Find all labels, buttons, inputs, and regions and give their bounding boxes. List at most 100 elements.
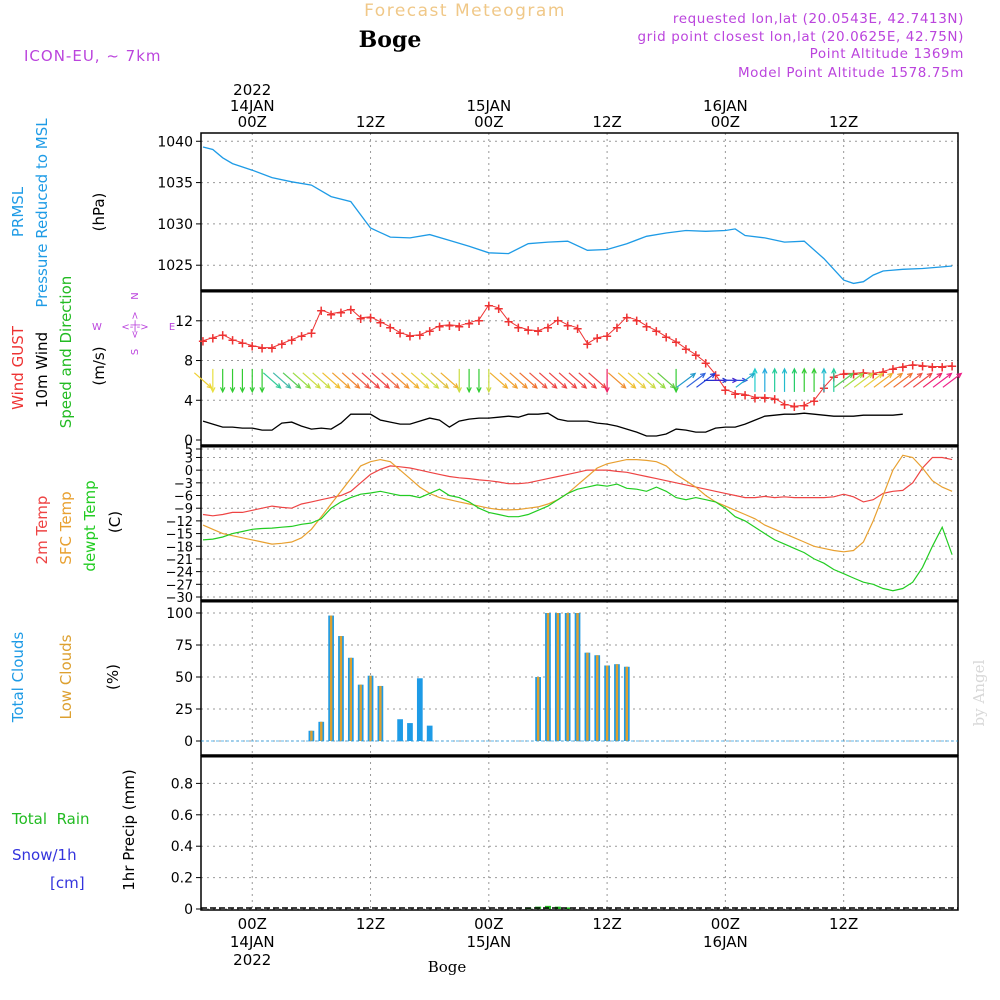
temp-tick-label: −21 (166, 553, 193, 568)
gust-line (202, 304, 953, 407)
wind-arrow (686, 373, 706, 388)
gust-marker: + (868, 367, 879, 382)
gust-marker: + (937, 360, 948, 375)
top-time-label: 12Z (356, 113, 385, 131)
wind-arrow (391, 372, 410, 389)
gust-marker: + (503, 315, 514, 330)
pressure-tick-label: 1025 (157, 258, 193, 274)
bottom-time-label: 12Z (829, 915, 858, 933)
top-time-label: 00Z (474, 113, 503, 131)
wind-arrow-head (315, 383, 322, 389)
wind-arrow-head (561, 383, 568, 389)
gust-marker: + (375, 316, 386, 331)
bottom-time-label: 00Z (474, 915, 503, 933)
gust-marker: + (444, 319, 455, 334)
gust-marker: + (661, 331, 672, 346)
precip-tick-label: 0.2 (171, 871, 193, 887)
wind-arrow (883, 373, 903, 388)
wind-arrow-head (591, 383, 598, 389)
pressure-label-prmsl: PRMSL (9, 186, 27, 237)
wind-arrow (312, 372, 331, 389)
wind-arrow (430, 372, 449, 389)
gust-marker: + (848, 367, 859, 382)
wind-arrow-head (384, 383, 391, 389)
wind-arrow (381, 372, 400, 389)
bottom-time-label: 16JAN (703, 933, 748, 951)
low-cloud-bar (596, 655, 599, 741)
temp-tick-label: 3 (185, 451, 193, 466)
total-cloud-bar (397, 719, 403, 741)
watermark: by Angel (970, 659, 988, 726)
wind-tick-label: 0 (184, 433, 193, 449)
wind-arrow (371, 372, 390, 389)
wind-arrow-head (413, 383, 420, 389)
top-time-label: 15JAN (466, 97, 511, 115)
wind-arrow-head (762, 367, 768, 374)
low-cloud-bar (320, 721, 323, 741)
low-cloud-bar (566, 613, 569, 741)
precip-panel: 0 0.2 0.4 0.6 0.8 (171, 754, 959, 918)
gust-marker: + (838, 367, 849, 382)
clouds-panel: 0 25 50 75 100 (166, 599, 959, 756)
gust-marker: + (927, 360, 938, 375)
wind-arrow (893, 373, 913, 388)
wind-arrow (519, 372, 538, 389)
precip-tick-label: 0.4 (171, 839, 193, 855)
low-cloud-bar (310, 730, 313, 741)
wind-arrow-head (210, 387, 216, 394)
gust-marker: + (365, 311, 376, 326)
low-cloud-bar (379, 685, 382, 741)
low-cloud-bar (556, 613, 560, 741)
wind-arrow (499, 372, 518, 389)
top-time-label: 12Z (829, 113, 858, 131)
wind-arrow (302, 372, 321, 389)
gust-marker: + (907, 359, 918, 374)
wind-arrow (400, 372, 419, 389)
t2m-label: 2m Temp (33, 496, 51, 565)
temp-tick-label: −12 (166, 515, 193, 530)
wind-arrow (193, 372, 212, 389)
low-cloud-bar (329, 615, 333, 741)
temp-tick-label: −24 (166, 566, 193, 581)
clouds-tick-label: 50 (175, 670, 193, 686)
precip-axis-label: 1hr Precip (mm) (120, 769, 138, 890)
gust-marker: + (336, 306, 347, 321)
gust-marker: + (267, 342, 278, 357)
wind-arrow-head (295, 383, 302, 389)
wind-arrow-head (887, 372, 894, 379)
gust-marker: + (227, 334, 238, 349)
wind-arrow (834, 373, 854, 388)
bottom-time-label: 2022 (233, 951, 271, 969)
wind-arrow-head (926, 372, 933, 379)
wind-arrow-head (660, 383, 667, 389)
t2m-line (202, 456, 953, 517)
low-clouds-label: Low Clouds (57, 634, 75, 719)
low-cloud-bar (349, 657, 353, 741)
wind-arrow-head (531, 383, 538, 389)
precip-tick-label: 0.8 (171, 776, 193, 792)
wind-arrow-head (522, 383, 529, 389)
pressure-tick-label: 1035 (157, 176, 193, 192)
footer-station: Boge (428, 958, 467, 976)
wind-arrow-head (364, 383, 371, 389)
grid-point-coords: grid point closest lon,lat (20.0625E, 42… (637, 29, 964, 45)
sfc-temp-line (202, 454, 953, 553)
wind-arrow-head (512, 383, 519, 389)
wind-arrow (262, 372, 281, 389)
wind-arrow (912, 373, 933, 388)
wind-arrow-head (229, 387, 236, 394)
wind-arrow-head (699, 372, 707, 379)
gust-marker: + (592, 332, 603, 347)
gust-marker: + (464, 317, 475, 332)
wind-arrow-head (946, 372, 953, 379)
gust-marker: + (740, 388, 751, 403)
gust-marker: + (897, 360, 908, 375)
compass-w: W (92, 322, 102, 333)
wind-arrow (529, 372, 548, 389)
top-time-label: 2022 (233, 81, 271, 99)
total-cloud-bar (416, 678, 423, 741)
wind-arrow (863, 373, 883, 388)
temperature-panel: 530−3−6−9−12−15−18−21−24−27−30 (166, 443, 959, 606)
